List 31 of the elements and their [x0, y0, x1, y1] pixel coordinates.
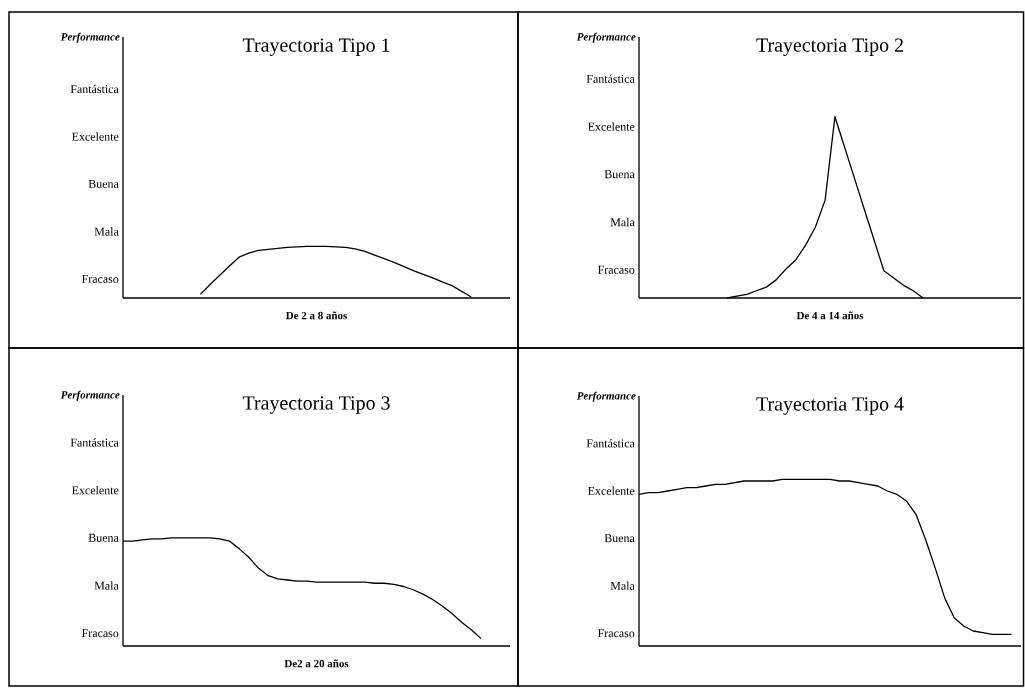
text: Buena — [604, 170, 635, 179]
text: Fantástica — [586, 439, 635, 448]
text: Performance — [60, 32, 120, 43]
text: Fantástica — [70, 84, 119, 94]
chart-title: Trayectoria Tipo 4 — [756, 397, 904, 415]
text: Mala — [94, 227, 119, 236]
x-axis-title: De2 a 20 años — [284, 659, 349, 668]
text: Excelente — [72, 485, 119, 495]
text: Buena — [604, 534, 635, 543]
text: Mala — [94, 581, 119, 590]
x-axis-title: De 4 a 14 años — [796, 311, 864, 320]
chart-title: Trayectoria Tipo 3 — [242, 396, 390, 414]
chart-title: Trayectoria Tipo 1 — [242, 38, 390, 56]
text: Fracaso — [597, 265, 635, 274]
chart-title: Trayectoria Tipo 2 — [756, 38, 903, 56]
text: Mala — [610, 581, 635, 590]
text: Buena — [88, 179, 119, 188]
text: Performance — [576, 32, 636, 43]
text: Fantástica — [70, 438, 119, 447]
text: Fracaso — [597, 629, 635, 638]
text: Excelente — [588, 486, 635, 495]
x-axis-title: De 2 a 8 años — [285, 311, 347, 320]
text: Buena — [88, 533, 119, 542]
text: Excelente — [72, 132, 119, 141]
text: Fracaso — [81, 629, 119, 638]
text: Fracaso — [81, 274, 119, 283]
text: Mala — [610, 217, 635, 227]
text: Performance — [60, 390, 120, 401]
text: Fantástica — [586, 74, 635, 83]
text: Performance — [576, 391, 636, 402]
text: Excelente — [588, 122, 635, 131]
